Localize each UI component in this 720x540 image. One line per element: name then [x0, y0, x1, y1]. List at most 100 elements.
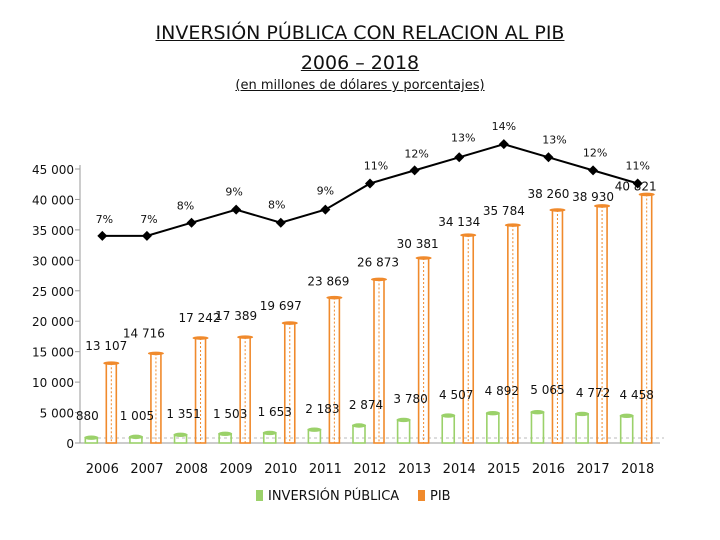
- legend-label: PIB: [430, 489, 451, 504]
- data-label-pib: 14 716: [123, 326, 165, 340]
- y-tick-label: 20 000: [32, 315, 74, 329]
- bar-inversion-publica: [441, 414, 456, 444]
- ratio-point-marker: [231, 204, 242, 215]
- bar-pib-cap: [371, 277, 387, 282]
- data-label-pib: 38 260: [527, 187, 569, 201]
- bar-pib-cap: [103, 361, 120, 365]
- data-label-inversion: 3 780: [393, 392, 427, 406]
- ratio-point-label: 12%: [583, 146, 607, 159]
- legend-swatch: [418, 490, 425, 501]
- legend-label: INVERSIÓN PÚBLICA: [268, 488, 399, 504]
- ratio-point-marker: [409, 165, 420, 176]
- bar-inversion-publica: [619, 415, 634, 444]
- data-label-inversion: 1 503: [213, 407, 247, 421]
- data-label-pib: 19 697: [260, 299, 302, 313]
- bar-inversion-publica-cap: [128, 434, 143, 440]
- bar-pib: [105, 362, 118, 444]
- ratio-point-label: 8%: [177, 200, 194, 213]
- y-tick-label: 15 000: [32, 346, 74, 360]
- chart-title: INVERSIÓN PÚBLICA CON RELACION AL PIB: [155, 22, 565, 44]
- chart-subtitle: 2006 – 2018: [300, 52, 420, 74]
- ratio-point-label: 11%: [625, 159, 649, 172]
- data-label-pib: 13 107: [85, 339, 127, 353]
- data-label-pib: 26 873: [357, 255, 399, 269]
- x-tick-label: 2018: [621, 462, 654, 477]
- ratio-point-marker: [454, 152, 465, 163]
- y-tick-label: 0: [66, 437, 74, 451]
- x-tick-label: 2010: [264, 462, 297, 477]
- bar-inversion-publica-cap: [530, 409, 545, 415]
- chart-units-note: (en millones de dólares y porcentajes): [235, 78, 485, 93]
- x-tick-label: 2015: [487, 462, 520, 477]
- y-tick-label: 25 000: [32, 285, 74, 299]
- data-label-inversion: 2 874: [349, 398, 383, 412]
- ratio-point-label: 13%: [451, 131, 475, 144]
- bar-inversion-publica: [352, 424, 366, 444]
- data-label-pib: 35 784: [483, 204, 525, 218]
- y-tick-label: 40 000: [32, 193, 74, 207]
- bar-pib-cap: [326, 295, 343, 300]
- ratio-point-label: 7%: [96, 213, 113, 226]
- ratio-point-label: 12%: [404, 147, 428, 160]
- ratio-point-marker: [588, 165, 599, 176]
- bar-inversion-publica-cap: [352, 423, 366, 428]
- ratio-point-label: 8%: [268, 199, 285, 212]
- x-tick-label: 2009: [220, 462, 253, 477]
- ratio-point-label: 14%: [492, 120, 516, 133]
- bar-inversion-publica-cap: [307, 427, 322, 432]
- data-label-inversion: 2 183: [305, 402, 339, 416]
- x-tick-label: 2014: [443, 462, 476, 477]
- data-label-inversion: 1 351: [166, 407, 200, 421]
- x-tick-label: 2011: [309, 462, 342, 477]
- y-tick-label: 30 000: [32, 254, 74, 268]
- x-tick-label: 2008: [175, 462, 208, 477]
- bar-inversion-publica: [396, 419, 411, 444]
- bar-inversion-publica: [486, 412, 500, 444]
- bar-inversion-publica-cap: [485, 411, 500, 416]
- ratio-point-label: 11%: [364, 159, 388, 172]
- x-tick-label: 2016: [532, 462, 565, 477]
- bar-inversion-publica: [575, 413, 589, 444]
- x-tick-label: 2006: [86, 462, 119, 477]
- ratio-point-marker: [97, 230, 108, 241]
- data-label-inversion: 4 458: [620, 388, 654, 402]
- x-tick-label: 2007: [130, 462, 163, 477]
- bar-pib-cap: [594, 204, 611, 208]
- ratio-point-marker: [632, 178, 643, 189]
- ratio-point-marker: [365, 178, 375, 189]
- bar-inversion-publica-cap: [619, 413, 634, 419]
- bar-inversion-publica-cap: [84, 435, 99, 440]
- ratio-point-label: 13%: [542, 133, 566, 146]
- bar-pib-cap: [281, 321, 298, 325]
- data-label-inversion: 880: [76, 409, 99, 423]
- data-label-inversion: 4 507: [439, 388, 473, 402]
- bar-pib-cap: [147, 351, 164, 356]
- bar-pib-cap: [192, 336, 209, 340]
- data-label-inversion: 5 065: [530, 383, 564, 397]
- bar-inversion-publica-cap: [575, 411, 590, 417]
- data-label-inversion: 4 772: [576, 386, 610, 400]
- ratio-point-marker: [186, 217, 197, 228]
- data-label-inversion: 4 892: [485, 384, 519, 398]
- data-label-pib: 38 930: [572, 190, 614, 204]
- bar-inversion-publica-cap: [396, 417, 411, 423]
- ratio-point-label: 9%: [225, 186, 242, 199]
- bar-inversion-publica-cap: [262, 430, 277, 436]
- data-label-pib: 30 381: [397, 237, 439, 251]
- legend-swatch: [256, 490, 263, 501]
- ratio-point-marker: [141, 230, 152, 241]
- bar-pib-cap: [237, 335, 254, 339]
- x-tick-label: 2013: [398, 462, 431, 477]
- data-label-pib: 17 389: [215, 309, 257, 323]
- ratio-point-label: 7%: [140, 213, 157, 226]
- bar-inversion-publica-cap: [218, 431, 233, 437]
- ratio-point-marker: [543, 152, 554, 163]
- bar-pib-cap: [638, 192, 655, 197]
- y-tick-label: 5 000: [40, 407, 74, 421]
- x-tick-label: 2017: [577, 462, 610, 477]
- ratio-point-marker: [320, 204, 331, 215]
- bar-pib-cap: [460, 233, 477, 237]
- ratio-point-marker: [275, 217, 286, 228]
- bar-inversion-publica-cap: [441, 413, 456, 418]
